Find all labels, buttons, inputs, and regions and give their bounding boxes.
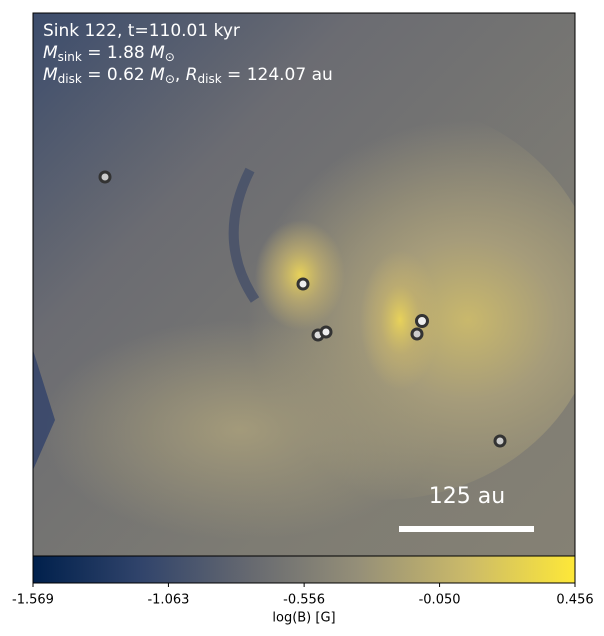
sink [296,277,310,291]
title-line: Sink 122, t=110.01 kyr [43,21,240,41]
scale-bar [399,526,534,532]
colorbar [32,555,576,584]
sink [319,325,333,339]
colorbar-tick-label: -0.556 [283,593,325,608]
colorbar-tick-label: -1.063 [147,593,189,608]
sink [410,327,424,341]
title-line: Msink = 1.88 M⊙ [43,43,175,64]
colorbar-tick-label: 0.456 [556,593,593,608]
field-image [33,13,575,556]
colorbar-tick-label: -0.050 [419,593,461,608]
scale-bar-label: 125 au [429,484,505,509]
sink [415,314,429,328]
colorbar-tick-label: -1.569 [12,593,54,608]
colorbar-label: log(B) [G] [272,611,335,626]
sink [493,434,507,448]
sinks [98,170,507,448]
sink [98,170,112,184]
title-line: Mdisk = 0.62 M⊙, Rdisk = 124.07 au [43,65,333,86]
